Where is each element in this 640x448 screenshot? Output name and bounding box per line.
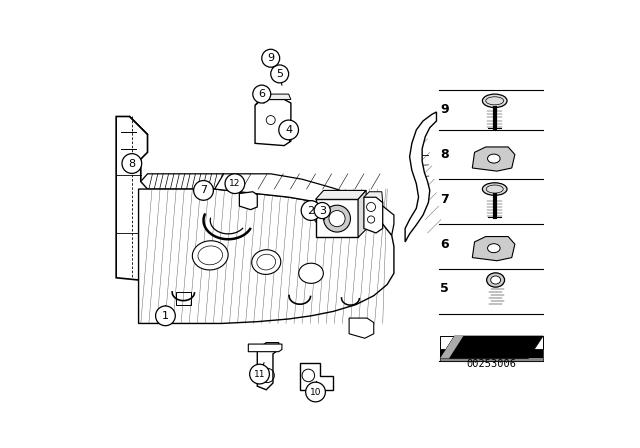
Ellipse shape [488,244,500,253]
Circle shape [329,211,345,227]
Text: 3: 3 [319,206,326,215]
Circle shape [271,65,289,83]
Circle shape [262,49,280,67]
Polygon shape [255,94,291,105]
Polygon shape [214,174,394,235]
Polygon shape [440,336,543,358]
Circle shape [314,202,330,219]
Polygon shape [358,190,366,237]
Polygon shape [364,197,383,233]
Polygon shape [141,174,223,189]
Text: 9: 9 [440,103,449,116]
Ellipse shape [483,94,507,108]
Circle shape [250,364,269,384]
Text: 7: 7 [440,193,449,206]
Polygon shape [248,344,282,352]
Polygon shape [255,99,291,146]
Polygon shape [300,363,333,390]
Polygon shape [349,318,374,338]
Text: 10: 10 [310,388,321,396]
Polygon shape [440,349,543,361]
Text: 12: 12 [229,179,241,188]
Ellipse shape [193,241,228,270]
Polygon shape [316,190,366,199]
Ellipse shape [486,273,504,287]
Ellipse shape [252,250,281,275]
Polygon shape [440,336,543,349]
Polygon shape [440,336,463,358]
Circle shape [156,306,175,326]
Polygon shape [239,192,257,210]
Text: 6: 6 [440,237,449,251]
Text: 8: 8 [440,147,449,161]
Ellipse shape [299,263,323,284]
Text: 5: 5 [276,69,283,79]
Circle shape [194,181,213,200]
Text: 6: 6 [259,89,265,99]
Polygon shape [405,112,436,242]
Polygon shape [138,189,394,323]
Circle shape [301,201,321,220]
Text: 7: 7 [200,185,207,195]
Polygon shape [440,350,543,358]
Circle shape [225,174,244,194]
Polygon shape [472,147,515,171]
Text: 8: 8 [128,159,136,168]
Polygon shape [364,192,383,202]
Circle shape [306,382,325,402]
Text: 11: 11 [254,370,265,379]
Polygon shape [472,237,515,261]
Text: 1: 1 [162,311,169,321]
Text: 2: 2 [307,206,315,215]
Text: 5: 5 [440,282,449,296]
Ellipse shape [483,183,507,195]
Polygon shape [316,199,358,237]
Ellipse shape [491,276,500,284]
Text: 00253006: 00253006 [467,359,516,369]
Text: 9: 9 [267,53,275,63]
Circle shape [279,120,298,140]
Text: 4: 4 [285,125,292,135]
Polygon shape [257,343,279,390]
Circle shape [324,205,351,232]
Circle shape [122,154,141,173]
Circle shape [253,85,271,103]
Ellipse shape [488,154,500,163]
